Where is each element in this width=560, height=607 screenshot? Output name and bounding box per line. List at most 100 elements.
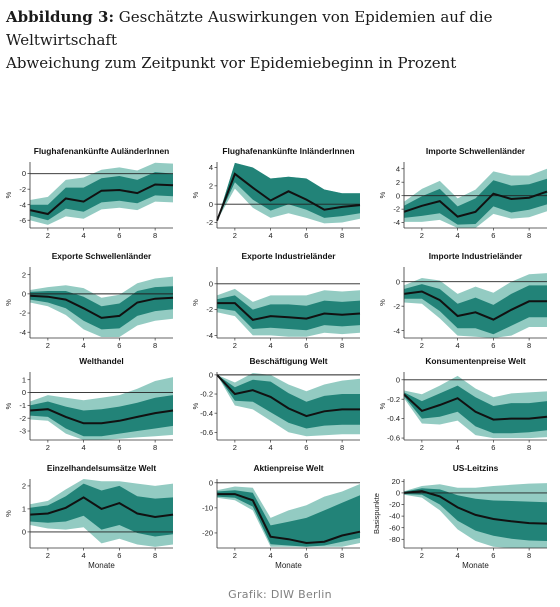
x-tick-label: 4 bbox=[269, 443, 273, 452]
chart-panel: Konsumentenpreise Welt -0.6 -0.4 -0.2 0 2 4 6 8% bbox=[378, 356, 548, 452]
y-tick-label: -2 bbox=[393, 205, 400, 214]
x-tick-label: 8 bbox=[153, 231, 157, 240]
median-line bbox=[29, 408, 174, 425]
y-tick-label: -0.4 bbox=[387, 414, 400, 423]
y-tick-label: 1 bbox=[22, 505, 26, 514]
y-tick-label: -2 bbox=[19, 309, 26, 318]
y-tick-label: -4 bbox=[393, 326, 400, 335]
y-tick-label: 2 bbox=[396, 178, 400, 187]
median-line bbox=[403, 490, 548, 525]
y-tick-label: -20 bbox=[389, 500, 400, 509]
x-tick-label: 4 bbox=[82, 231, 86, 240]
inner-confidence-band bbox=[404, 385, 547, 434]
chart-panel: Importe Industrieländer -4 -2 0 2 4 6 8% bbox=[378, 251, 547, 350]
y-tick-label: -4 bbox=[393, 218, 400, 227]
x-tick-label: 8 bbox=[153, 341, 157, 350]
y-tick-label: 0 bbox=[396, 277, 400, 286]
chart-panel: US-Leitzins -80 -60 -40 -20 0 20 2 4 6 8 Basispunkt… bbox=[372, 463, 548, 570]
y-axis-label: % bbox=[4, 510, 13, 517]
y-tick-label: -20 bbox=[202, 529, 213, 538]
panel-title: Aktienpreise Welt bbox=[253, 463, 323, 473]
panel-title: Welthandel bbox=[79, 356, 124, 366]
median-line bbox=[217, 302, 361, 321]
chart-panel: Beschäftigung Welt -0.6 -0.4 -0.2 0 2 4 6 8% bbox=[191, 356, 360, 452]
y-tick-label: 0 bbox=[209, 200, 213, 209]
y-tick-label: 0 bbox=[209, 279, 213, 288]
median-line bbox=[29, 294, 174, 319]
y-axis-label: % bbox=[378, 191, 387, 198]
y-tick-label: -0.4 bbox=[200, 409, 213, 418]
x-tick-label: 2 bbox=[46, 231, 50, 240]
chart-panel: Exporte Industrieländer -4 -2 0 2 4 6 8% bbox=[191, 251, 361, 350]
x-tick-label: 8 bbox=[527, 231, 531, 240]
y-tick-label: 0 bbox=[22, 289, 26, 298]
x-axis-label: Monate bbox=[462, 561, 489, 570]
inner-confidence-band bbox=[30, 395, 173, 437]
x-tick-label: 2 bbox=[233, 341, 237, 350]
y-tick-label: -0.6 bbox=[200, 428, 213, 437]
y-tick-label: -3 bbox=[19, 427, 26, 436]
y-tick-label: 0 bbox=[22, 169, 26, 178]
x-tick-label: 2 bbox=[46, 341, 50, 350]
y-tick-label: -6 bbox=[19, 216, 26, 225]
y-tick-label: -0.2 bbox=[200, 390, 213, 399]
x-tick-label: 6 bbox=[117, 231, 121, 240]
panel-title: Beschäftigung Welt bbox=[249, 356, 327, 366]
y-axis-label: % bbox=[4, 402, 13, 409]
y-tick-label: -80 bbox=[389, 535, 400, 544]
x-tick-label: 6 bbox=[304, 231, 308, 240]
y-axis-label: % bbox=[4, 191, 13, 198]
y-tick-label: 0 bbox=[22, 388, 26, 397]
y-tick-label: 0 bbox=[396, 191, 400, 200]
median-line bbox=[216, 374, 360, 418]
x-tick-label: 4 bbox=[82, 341, 86, 350]
y-tick-label: 2 bbox=[22, 482, 26, 491]
y-tick-label: 0 bbox=[22, 528, 26, 537]
inner-confidence-band bbox=[217, 295, 360, 331]
y-tick-label: -2 bbox=[19, 414, 26, 423]
inner-confidence-band bbox=[217, 374, 360, 429]
panel-title: Flughafenankünfte AuländerInnen bbox=[34, 146, 170, 156]
median-line bbox=[29, 496, 174, 519]
panel-title: Importe Schwellenländer bbox=[426, 146, 526, 156]
x-tick-label: 6 bbox=[304, 341, 308, 350]
y-tick-label: 4 bbox=[209, 163, 213, 172]
figure-subtitle: Abweichung zum Zeitpunkt vor Epidemiebeg… bbox=[6, 54, 457, 72]
chart-panel: Flughafenankünfte InländerInnen -2 0 2 4 2 4 6 8… bbox=[191, 146, 361, 240]
y-tick-label: 2 bbox=[209, 181, 213, 190]
panel-title: Exporte Industrieländer bbox=[241, 251, 336, 261]
x-tick-label: 4 bbox=[82, 551, 86, 560]
figure-header: Abbildung 3: Geschätzte Auswirkungen von… bbox=[6, 6, 554, 75]
x-tick-label: 8 bbox=[340, 341, 344, 350]
panel-title: Importe Industrieländer bbox=[429, 251, 523, 261]
x-tick-label: 8 bbox=[527, 443, 531, 452]
y-axis-label: % bbox=[4, 299, 13, 306]
median-line bbox=[29, 183, 174, 216]
x-tick-label: 8 bbox=[153, 443, 157, 452]
x-tick-label: 2 bbox=[420, 341, 424, 350]
chart-panel: Importe Schwellenländer -4 -2 0 2 4 2 4 6 8% bbox=[378, 146, 548, 240]
figure-credit: Grafik: DIW Berlin bbox=[228, 588, 332, 601]
inner-confidence-band bbox=[404, 284, 547, 335]
y-tick-label: -4 bbox=[206, 331, 213, 340]
x-tick-label: 8 bbox=[527, 551, 531, 560]
y-axis-label: % bbox=[191, 191, 200, 198]
x-tick-label: 4 bbox=[456, 341, 460, 350]
y-tick-label: -0.2 bbox=[387, 395, 400, 404]
x-tick-label: 6 bbox=[304, 551, 308, 560]
median-line bbox=[216, 172, 361, 222]
x-tick-label: 8 bbox=[340, 443, 344, 452]
x-tick-label: 6 bbox=[491, 551, 495, 560]
panel-title: Exporte Schwellenländer bbox=[52, 251, 152, 261]
x-tick-label: 6 bbox=[117, 551, 121, 560]
y-tick-label: 0 bbox=[396, 489, 400, 498]
y-tick-label: -2 bbox=[393, 302, 400, 311]
panel-title: Flughafenankünfte InländerInnen bbox=[222, 146, 354, 156]
x-tick-label: 2 bbox=[420, 231, 424, 240]
x-tick-label: 2 bbox=[46, 551, 50, 560]
median-line bbox=[403, 393, 548, 421]
y-axis-label: % bbox=[378, 299, 387, 306]
x-axis-label: Monate bbox=[88, 561, 115, 570]
y-axis-label: Basispunkte bbox=[372, 493, 381, 534]
x-tick-label: 2 bbox=[233, 551, 237, 560]
